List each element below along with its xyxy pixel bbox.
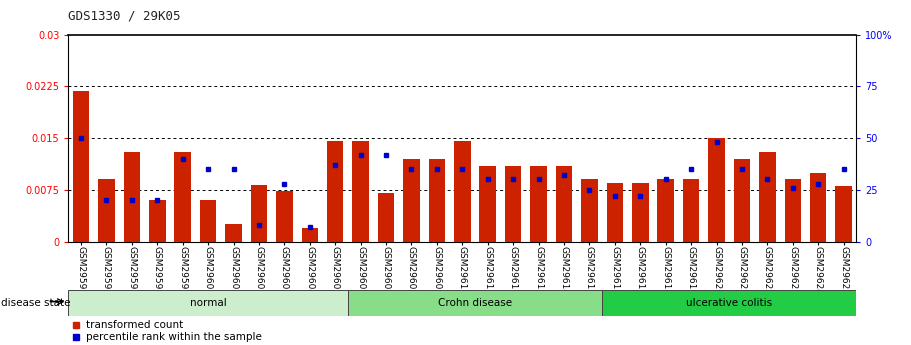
Bar: [225, 224, 241, 241]
Bar: [302, 228, 318, 242]
Bar: [454, 141, 471, 242]
Bar: [556, 166, 572, 242]
FancyBboxPatch shape: [348, 290, 602, 316]
Text: GDS1330 / 29K05: GDS1330 / 29K05: [68, 9, 180, 22]
Bar: [276, 191, 292, 242]
Bar: [581, 179, 598, 242]
FancyBboxPatch shape: [68, 290, 348, 316]
Bar: [174, 152, 191, 242]
Text: Crohn disease: Crohn disease: [438, 298, 512, 308]
Bar: [784, 179, 801, 242]
Bar: [73, 91, 89, 242]
Bar: [149, 200, 166, 242]
Bar: [835, 186, 852, 242]
Bar: [733, 159, 751, 242]
Text: disease state: disease state: [1, 298, 70, 308]
Bar: [530, 166, 547, 242]
Bar: [759, 152, 775, 242]
Bar: [658, 179, 674, 242]
Bar: [505, 166, 521, 242]
Bar: [708, 138, 725, 241]
Bar: [607, 183, 623, 242]
Bar: [327, 141, 343, 242]
Bar: [404, 159, 420, 242]
Bar: [479, 166, 496, 242]
Text: transformed count: transformed count: [87, 319, 184, 329]
Bar: [810, 172, 826, 242]
Text: ulcerative colitis: ulcerative colitis: [686, 298, 773, 308]
Bar: [353, 141, 369, 242]
Bar: [429, 159, 445, 242]
Bar: [200, 200, 217, 242]
Text: normal: normal: [189, 298, 227, 308]
Text: percentile rank within the sample: percentile rank within the sample: [87, 332, 262, 342]
Bar: [683, 179, 700, 242]
FancyBboxPatch shape: [602, 290, 856, 316]
Bar: [124, 152, 140, 242]
Bar: [98, 179, 115, 242]
Bar: [632, 183, 649, 242]
Bar: [378, 193, 394, 242]
Bar: [251, 185, 267, 242]
